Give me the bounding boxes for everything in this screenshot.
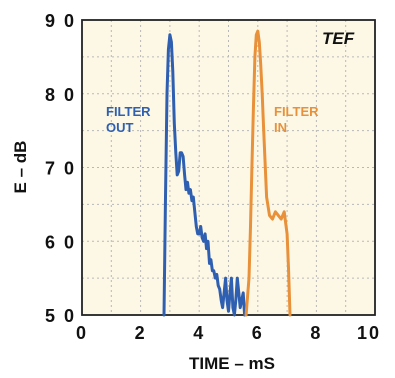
x-tick-label: 8 [310,323,322,343]
y-tick-label: 9 0 [45,11,76,31]
x-tick-label: 10 [357,323,381,343]
y-tick-label: 7 0 [45,159,76,179]
x-tick-label: 6 [252,323,264,343]
x-tick-label: 0 [76,323,88,343]
x-tick-label: 4 [193,323,205,343]
series-line-filter-out [162,33,247,317]
series-label-filter-out-line2: OUT [106,120,134,135]
series-label-filter-in-line2: IN [274,120,287,135]
y-tick-label: 8 0 [45,85,76,105]
series-label-filter-in-line1: FILTER [274,104,319,119]
plot-frame [81,19,376,316]
x-axis-label: TIME – mS [189,354,275,373]
y-tick-label: 5 0 [45,306,76,326]
tef-annotation: TEF [322,29,355,48]
y-axis-label: E – dB [11,141,30,194]
tick-labels: 0 2 4 6 8 10 5 0 6 0 7 0 8 0 9 0 [45,11,381,343]
series-line-filter-in [244,29,292,317]
y-tick-label: 6 0 [45,232,76,252]
series-label-filter-out-line1: FILTER [106,104,151,119]
x-tick-label: 2 [135,323,147,343]
series-lines [162,29,292,317]
